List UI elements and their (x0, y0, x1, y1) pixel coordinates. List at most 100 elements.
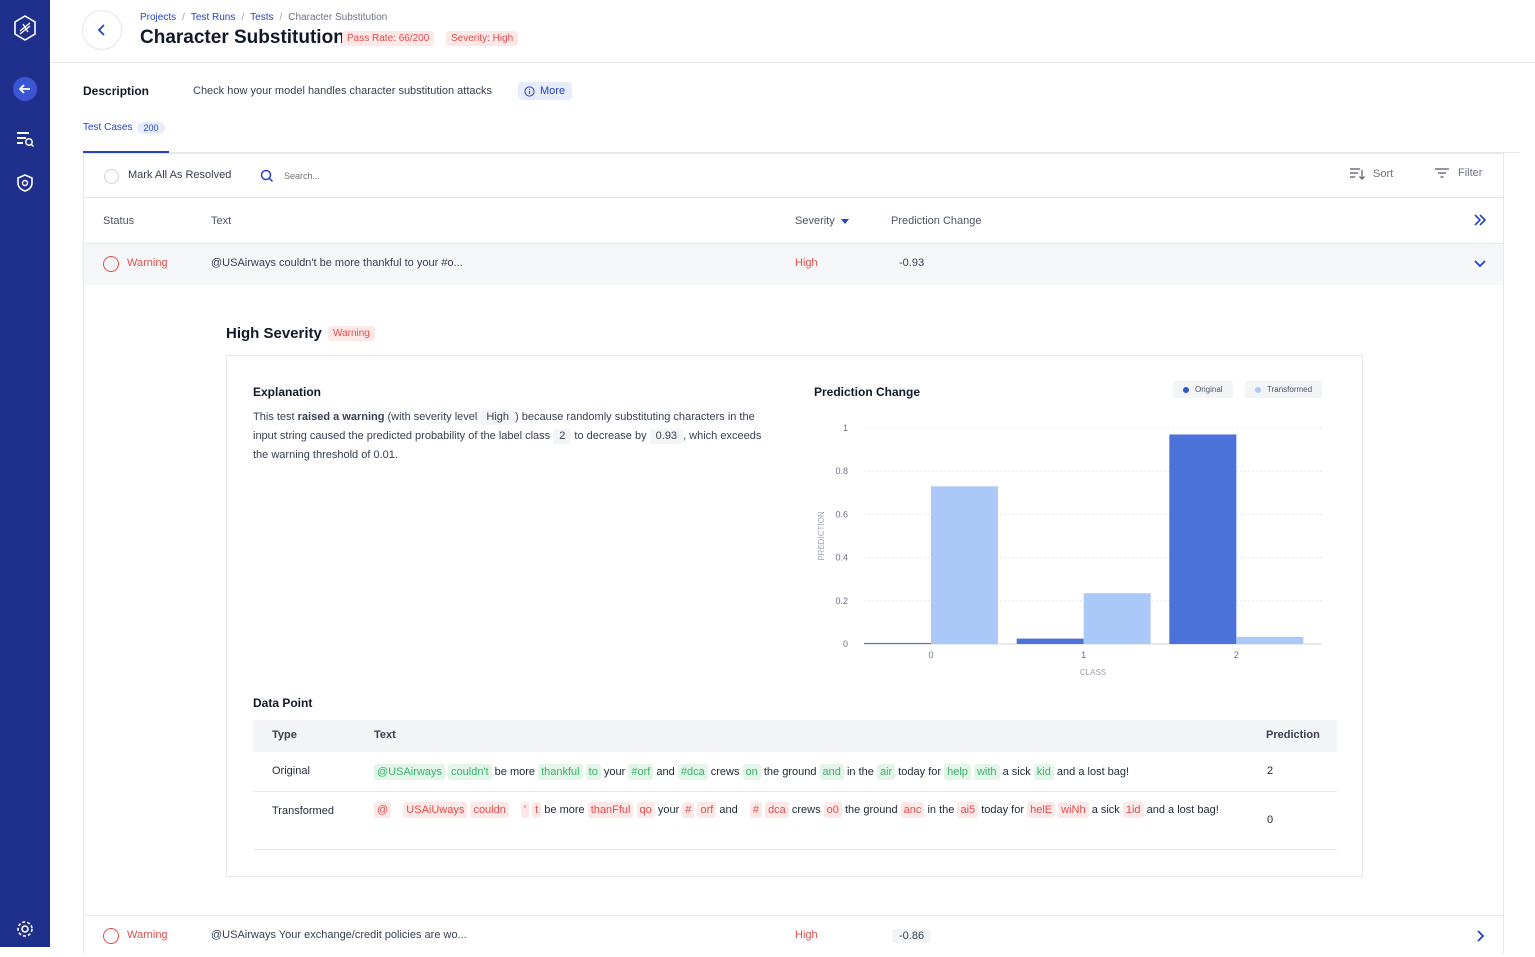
breadcrumb-tests[interactable]: Tests (250, 12, 274, 23)
bar-original-2 (1169, 434, 1237, 644)
pass-rate-badge: Pass Rate: 66/200 (342, 31, 435, 46)
info-icon (524, 85, 535, 97)
test-cases-count: 200 (137, 122, 165, 134)
table-row[interactable]: Warning @USAirways Your exchange/credit … (84, 916, 1503, 957)
explanation-title: Explanation (253, 385, 322, 399)
highlighted-token: kid (1033, 764, 1054, 780)
row-details: High Severity Warning Explanation This t… (84, 285, 1503, 916)
highlighted-token: orf (697, 802, 717, 818)
description-label: Description (83, 84, 150, 98)
dp-prediction: 2 (1267, 765, 1274, 777)
header-severity[interactable]: Severity (795, 215, 835, 227)
highlighted-token: couldn (470, 802, 509, 818)
dp-type: Transformed (272, 805, 334, 817)
highlighted-token: help (944, 764, 971, 780)
header-prediction-change[interactable]: Prediction Change (891, 215, 982, 227)
sort-button[interactable]: Sort (1349, 167, 1393, 181)
expand-all-icon[interactable] (1474, 214, 1486, 226)
search-icon (260, 169, 274, 183)
label-class-chip: 2 (553, 429, 572, 444)
bar-transformed-2 (1236, 636, 1304, 644)
text-token: and a lost bag! (1146, 804, 1219, 816)
data-search-icon[interactable] (0, 128, 50, 150)
legend-original[interactable]: Original (1173, 381, 1233, 398)
warning-icon (103, 256, 119, 272)
chart-title: Prediction Change (814, 385, 921, 399)
more-button[interactable]: More (518, 82, 573, 100)
text-token: the ground (844, 804, 898, 816)
sort-desc-icon[interactable] (841, 219, 849, 225)
test-cases-panel: Mark All As Resolved Sort Filter Status … (83, 153, 1504, 953)
filter-label: Filter (1458, 167, 1483, 179)
tabs: Test Cases 200 (83, 115, 1520, 153)
page-title: Character Substitution (140, 27, 345, 48)
dp-prediction: 0 (1267, 814, 1274, 826)
highlighted-token: @USAirways (374, 764, 445, 780)
text-token: your (657, 804, 680, 816)
row-severity: High (795, 257, 818, 269)
chevron-right-icon[interactable] (1477, 930, 1485, 942)
page-header: Projects / Test Runs / Tests / Character… (50, 0, 1535, 63)
row-text: @USAirways couldn't be more thankful to … (211, 257, 463, 269)
highlighted-token: 1id (1122, 802, 1144, 818)
highlighted-token: dca (765, 802, 789, 818)
filter-button[interactable]: Filter (1434, 167, 1482, 179)
highlighted-token: @ (374, 802, 392, 818)
breadcrumb-test-runs[interactable]: Test Runs (190, 12, 236, 23)
warning-badge: Warning (328, 326, 375, 341)
highlighted-token: #dca (677, 764, 708, 780)
toolbar: Mark All As Resolved Sort Filter (84, 154, 1503, 198)
highlighted-token: o0 (823, 802, 842, 818)
y-axis-label: PREDICTION (817, 511, 826, 561)
highlighted-token: # (749, 802, 762, 818)
settings-gear-icon[interactable] (0, 918, 50, 940)
table-header: Status Text Severity Prediction Change (84, 198, 1503, 244)
more-label: More (540, 85, 566, 97)
tab-test-cases[interactable]: Test Cases 200 (83, 115, 169, 153)
row-prediction-change: -0.93 (899, 257, 925, 269)
text-token: today for (981, 804, 1025, 816)
text-token: a sick (1002, 766, 1031, 778)
text-token: in the (846, 766, 874, 778)
sidebar-back-button[interactable] (0, 76, 50, 102)
text-token: your (603, 766, 626, 778)
data-point-title: Data Point (253, 696, 313, 710)
bar-original-1 (1016, 638, 1084, 644)
y-tick-label: 1 (843, 423, 848, 433)
highlighted-token: ai5 (957, 802, 979, 818)
sort-label: Sort (1373, 168, 1394, 180)
text-token: in the (927, 804, 955, 816)
highlighted-token: with (973, 764, 1000, 780)
mark-all-resolved-button[interactable]: Mark All As Resolved (128, 169, 232, 181)
table-row[interactable]: Warning @USAirways couldn't be more than… (84, 244, 1503, 285)
highlighted-token: t (532, 802, 542, 818)
text-token: and (656, 766, 675, 778)
back-button[interactable] (82, 10, 122, 50)
text-token: and a lost bag! (1056, 766, 1130, 778)
dp-type: Original (272, 765, 310, 777)
logo-icon[interactable] (0, 12, 50, 44)
highlighted-token: thanFful (587, 802, 634, 818)
chevron-down-icon[interactable] (1474, 260, 1486, 268)
search-input[interactable] (284, 167, 584, 185)
breadcrumb-projects[interactable]: Projects (140, 12, 177, 23)
dp-text-original: @USAirways couldn't be more thankful to … (374, 762, 1234, 782)
tab-test-cases-label: Test Cases (83, 122, 133, 133)
severity-badge: Severity: High (446, 31, 519, 46)
highlighted-token: thankful (538, 764, 583, 780)
header-status[interactable]: Status (103, 215, 135, 227)
text-token: crews (791, 804, 821, 816)
mark-all-checkbox[interactable] (104, 169, 119, 184)
shield-icon[interactable] (0, 172, 50, 194)
y-tick-label: 0 (843, 639, 848, 649)
prediction-chart: 0 0.2 0.4 0.6 0.8 1 0 1 2 CLASS PREDICTION (817, 423, 1322, 677)
bar-original-0 (864, 642, 931, 644)
header-text[interactable]: Text (211, 215, 232, 227)
bar-transformed-1 (1083, 593, 1151, 644)
sidebar (0, 0, 50, 947)
text-token: a sick (1091, 804, 1120, 816)
legend-transformed[interactable]: Transformed (1245, 381, 1323, 398)
delta-chip: 0.93 (649, 429, 684, 444)
warning-icon (103, 928, 119, 944)
highlighted-token: USAiUways (403, 802, 468, 818)
